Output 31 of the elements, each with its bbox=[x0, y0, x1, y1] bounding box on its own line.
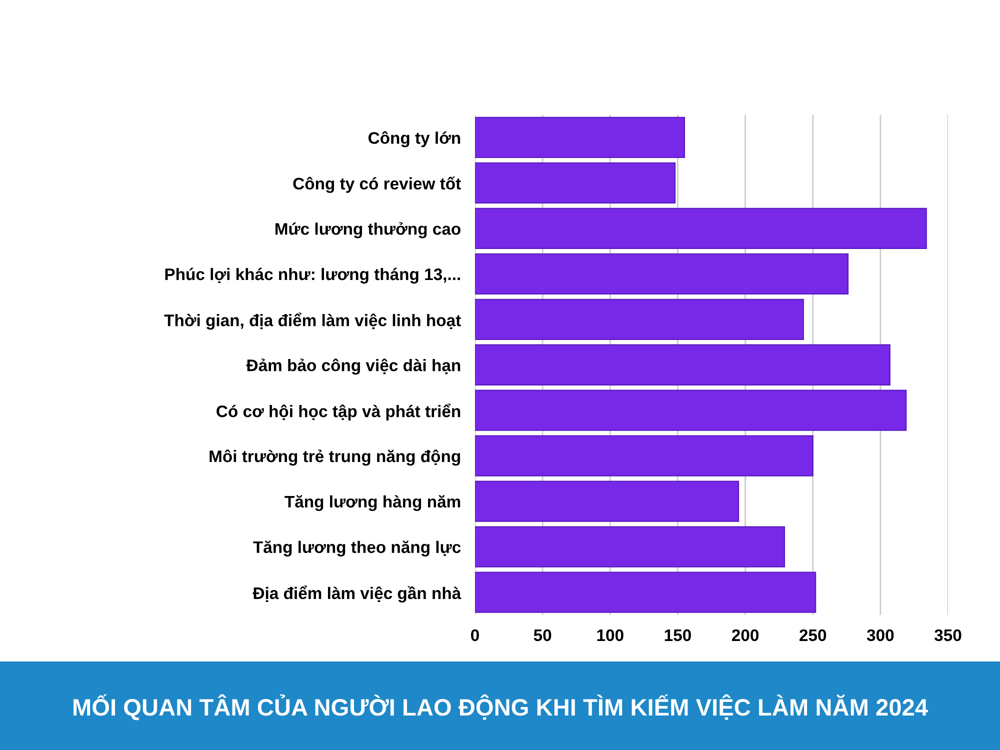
bar bbox=[475, 390, 907, 431]
y-tick-label: Có cơ hội học tập và phát triển bbox=[216, 404, 460, 421]
x-tick-label: 0 bbox=[471, 629, 479, 642]
y-tick-label: Đảm bảo công việc dài hạn bbox=[246, 358, 460, 375]
bar bbox=[475, 162, 676, 204]
bar bbox=[475, 208, 927, 250]
x-tick-label: 300 bbox=[866, 629, 894, 642]
bar bbox=[475, 480, 740, 522]
bar bbox=[475, 116, 686, 158]
bar bbox=[475, 435, 814, 476]
bar bbox=[475, 298, 804, 340]
bar bbox=[475, 344, 890, 386]
x-tick-label: 350 bbox=[934, 629, 962, 642]
y-tick-label: Phúc lợi khác như: lương tháng 13,... bbox=[165, 268, 460, 284]
y-tick-label: Địa điểm làm việc gần nhà bbox=[252, 586, 462, 603]
bar bbox=[475, 253, 849, 294]
y-tick-label: Công ty có review tốt bbox=[293, 176, 461, 193]
bar bbox=[475, 572, 816, 613]
text: MỐI QUAN TÂM CỦA NGƯỜI LAO ĐỘNG KHI TÌM KIẾM VIỆC LÀM NĂM 2024 bbox=[74, 694, 928, 720]
y-tick-label: Công ty lớn bbox=[368, 131, 460, 148]
x-tick-label: 250 bbox=[800, 629, 826, 642]
y-tick-label: Thời gian, địa điểm làm việc linh hoạt bbox=[164, 312, 461, 330]
x-tick-label: 200 bbox=[732, 629, 759, 642]
y-tick-label: Tăng lương theo năng lực bbox=[253, 540, 461, 556]
y-tick-label: Môi trường trẻ trung năng động bbox=[210, 450, 460, 466]
bar bbox=[475, 526, 786, 568]
y-tick-label: Mức lương thưởng cao bbox=[275, 222, 460, 238]
x-tick-label: 100 bbox=[597, 629, 624, 642]
x-tick-label: 150 bbox=[664, 629, 691, 642]
x-tick-label: 50 bbox=[534, 629, 552, 642]
y-tick-label: Tăng lương hàng năm bbox=[284, 495, 460, 511]
